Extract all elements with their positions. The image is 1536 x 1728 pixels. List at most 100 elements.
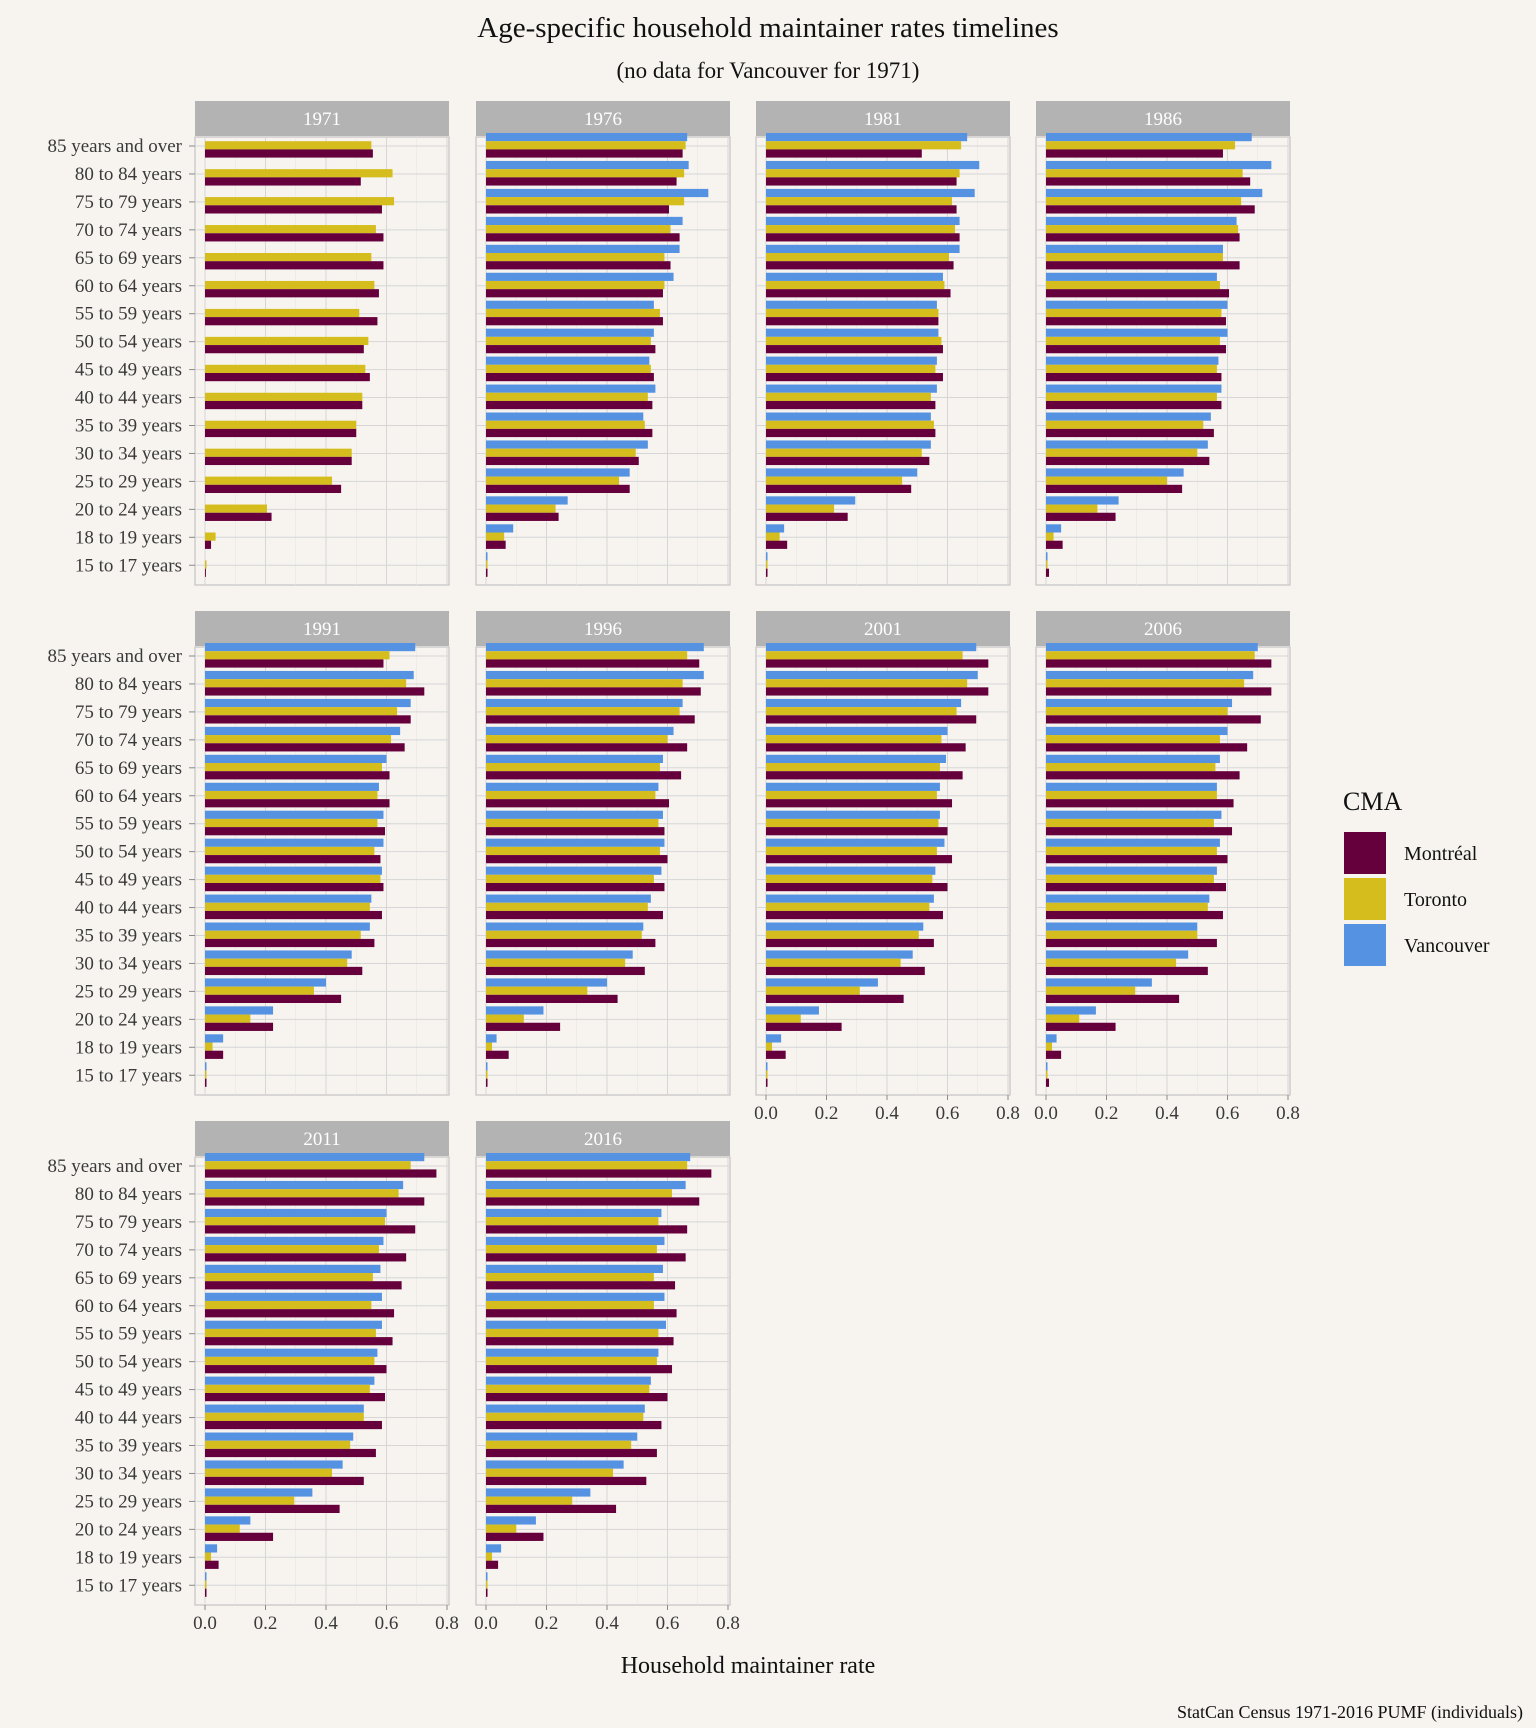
bar-vancouver — [766, 978, 878, 987]
bar-vancouver — [205, 922, 370, 931]
bar-vancouver — [766, 412, 931, 421]
bar-montreal — [1046, 799, 1234, 808]
bar-vancouver — [1046, 698, 1233, 708]
bar-toronto — [1046, 253, 1223, 262]
bar-vancouver — [1046, 838, 1220, 847]
bar-vancouver — [486, 244, 680, 253]
bar-toronto — [486, 1328, 659, 1338]
bar-montreal — [1046, 1022, 1116, 1031]
bar-montreal — [1046, 484, 1183, 493]
panel-border — [194, 136, 450, 586]
bar-montreal — [766, 659, 989, 668]
y-tick-label: 55 to 59 years — [75, 814, 182, 835]
bar-toronto — [486, 1468, 614, 1477]
bar-vancouver — [486, 950, 633, 959]
bar-toronto — [766, 651, 963, 660]
legend-key — [1344, 832, 1386, 874]
bar-montreal — [486, 994, 618, 1003]
bar-vancouver — [486, 1544, 502, 1553]
bar-toronto — [486, 448, 636, 457]
bar-toronto — [1046, 560, 1048, 569]
bar-toronto — [486, 476, 620, 485]
facet-panel-2011: 2011 85 years and over 80 to 84 years 75 to… — [47, 1121, 459, 1634]
bar-vancouver — [1046, 810, 1222, 819]
bar-toronto — [1046, 141, 1236, 150]
bar-montreal — [1046, 373, 1222, 382]
bar-toronto — [486, 169, 685, 178]
legend-key — [1344, 878, 1386, 920]
bar-montreal — [205, 233, 384, 242]
bar-toronto — [486, 253, 665, 262]
bar-vancouver — [205, 1460, 343, 1469]
bar-toronto — [205, 280, 375, 290]
bar-vancouver — [1046, 643, 1258, 652]
bar-montreal — [1046, 1050, 1062, 1059]
bar-montreal — [205, 715, 411, 724]
bar-vancouver — [486, 1404, 645, 1413]
bar-toronto — [1046, 707, 1228, 716]
facet-strip — [1036, 101, 1290, 136]
bar-montreal — [205, 1504, 340, 1513]
x-tick-label: 0.8 — [996, 1103, 1020, 1124]
facet-panel-2001: 2001 0.0 0.2 0.4 0.6 0.8 — [754, 611, 1020, 1124]
bar-vancouver — [205, 1376, 375, 1385]
bar-toronto — [1046, 392, 1217, 401]
bar-toronto — [1046, 225, 1239, 234]
bar-toronto — [766, 392, 931, 401]
bar-toronto — [205, 1161, 411, 1170]
bar-montreal — [1046, 994, 1180, 1003]
bar-montreal — [205, 743, 405, 752]
bar-montreal — [205, 1253, 407, 1262]
y-tick-label: 15 to 17 years — [75, 1065, 182, 1086]
bar-toronto — [205, 651, 390, 660]
bar-toronto — [486, 679, 683, 688]
bar-montreal — [486, 1420, 662, 1430]
bar-toronto — [205, 253, 372, 262]
bar-vancouver — [1046, 1006, 1096, 1015]
bar-vancouver — [486, 496, 568, 505]
bar-montreal — [1046, 771, 1240, 780]
y-tick-label: 20 to 24 years — [75, 1009, 182, 1030]
bar-vancouver — [486, 412, 644, 421]
bar-montreal — [766, 289, 951, 298]
bar-vancouver — [486, 1153, 691, 1162]
bar-toronto — [205, 476, 333, 485]
bar-vancouver — [205, 978, 326, 987]
facet-strip — [195, 1121, 449, 1156]
bar-vancouver — [205, 1320, 382, 1329]
bar-montreal — [205, 345, 364, 354]
bar-montreal — [205, 659, 384, 668]
bar-vancouver — [486, 1208, 662, 1218]
bar-montreal — [1046, 261, 1240, 270]
bar-vancouver — [1046, 782, 1217, 791]
bar-toronto — [766, 280, 945, 290]
bar-montreal — [205, 1022, 274, 1031]
bar-vancouver — [205, 726, 401, 736]
y-tick-label: 85 years and over — [47, 646, 182, 667]
x-tick-label: 0.4 — [314, 1613, 338, 1634]
bar-toronto — [486, 1014, 524, 1023]
bar-vancouver — [205, 838, 384, 847]
y-tick-label: 45 to 49 years — [75, 870, 182, 891]
bar-montreal — [205, 1588, 207, 1597]
bar-toronto — [1046, 1014, 1080, 1023]
bar-montreal — [1046, 400, 1222, 410]
y-tick-label: 45 to 49 years — [75, 360, 182, 381]
bar-vancouver — [486, 1062, 488, 1071]
y-tick-label: 18 to 19 years — [75, 527, 182, 548]
x-tick-label: 0.0 — [474, 1613, 498, 1634]
bar-vancouver — [766, 328, 939, 337]
bar-montreal — [205, 400, 363, 410]
bar-toronto — [205, 763, 382, 772]
bar-toronto — [486, 902, 648, 911]
bar-montreal — [766, 484, 912, 493]
bar-montreal — [205, 855, 381, 864]
bar-montreal — [205, 827, 385, 836]
bar-toronto — [1046, 818, 1214, 828]
bar-toronto — [205, 874, 381, 883]
bar-toronto — [766, 560, 768, 569]
bar-vancouver — [1046, 216, 1237, 226]
y-tick-label: 25 to 29 years — [75, 1491, 182, 1512]
facet-panel-1996: 1996 — [475, 611, 731, 1096]
